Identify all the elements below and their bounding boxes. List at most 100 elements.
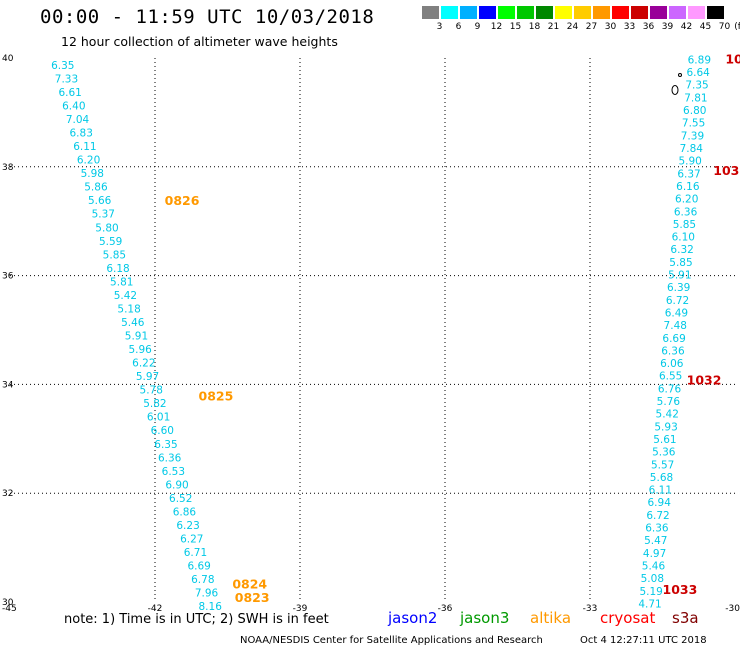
wave-height-value-east: 6.80 <box>683 105 706 117</box>
pass-time-label: 1032 <box>687 372 722 387</box>
colorbar-label: 39 <box>661 22 674 32</box>
units-note: note: 1) Time is in UTC; 2) SWH is in fe… <box>64 612 329 627</box>
colorbar-swatch <box>593 6 610 19</box>
colorbar-swatch <box>612 6 629 19</box>
wave-height-value-west: 5.85 <box>103 249 126 261</box>
wave-height-value-east: 6.64 <box>686 67 710 79</box>
pass-time-label: 0825 <box>199 389 234 404</box>
colorbar-label: 15 <box>509 22 522 32</box>
wave-height-value-west: 5.86 <box>84 182 108 194</box>
wave-height-value-west: 6.83 <box>70 128 93 140</box>
wave-height-value-west: 7.96 <box>195 588 219 600</box>
island-outline <box>671 85 679 95</box>
wave-height-value-east: 6.11 <box>649 485 672 497</box>
wave-height-value-west: 6.69 <box>187 561 210 573</box>
altimeter-tracks: 6.357.336.616.407.046.836.116.205.985.86… <box>51 54 711 613</box>
wave-height-value-west: 6.35 <box>51 60 74 72</box>
page-title: 00:00 - 11:59 UTC 10/03/2018 <box>40 6 375 28</box>
latitude-tick-label: 34 <box>2 380 14 390</box>
wave-height-value-east: 6.76 <box>658 383 682 395</box>
wave-height-value-west: 5.46 <box>121 317 145 329</box>
wave-height-value-east: 6.06 <box>660 358 684 370</box>
wave-height-value-east: 4.71 <box>638 598 661 610</box>
wave-height-value-west: 5.82 <box>143 398 166 410</box>
colorbar-unit: (ft) <box>734 22 740 32</box>
wave-height-value-east: 6.49 <box>665 307 688 319</box>
wave-height-value-east: 6.94 <box>648 497 672 509</box>
colorbar-label: 21 <box>547 22 560 32</box>
colorbar-label: 70 <box>718 22 731 32</box>
wave-height-value-west: 7.04 <box>66 114 90 126</box>
wave-height-value-west: 6.36 <box>158 452 182 464</box>
colorbar-label: 30 <box>604 22 617 32</box>
wave-height-value-west: 5.78 <box>140 385 163 397</box>
colorbar-label: 45 <box>699 22 712 32</box>
colorbar-label: 27 <box>585 22 598 32</box>
map-axis-labels: -45 -42 -39 -36 -33 -30 30 32 34 36 38 40 <box>2 54 740 614</box>
wave-height-value-west: 6.23 <box>176 520 199 532</box>
colorbar-swatch <box>517 6 534 19</box>
wave-height-value-east: 5.46 <box>642 560 666 572</box>
wave-height-value-west: 6.60 <box>151 425 174 437</box>
wave-height-value-east: 7.55 <box>682 118 705 130</box>
mission-s3a: s3a <box>672 609 699 627</box>
wave-height-value-east: 6.39 <box>667 282 690 294</box>
colorbar-label: 6 <box>455 22 462 32</box>
map-grid <box>10 58 735 602</box>
wave-height-value-east: 5.19 <box>639 586 662 598</box>
wave-height-value-west: 6.11 <box>73 141 96 153</box>
wave-height-value-west: 6.40 <box>62 100 85 112</box>
wave-height-value-west: 6.35 <box>154 439 177 451</box>
wave-height-value-west: 5.42 <box>114 290 137 302</box>
wave-height-value-west: 6.90 <box>165 479 188 491</box>
wave-height-value-west: 8.16 <box>199 601 223 613</box>
wave-height-value-west: 5.97 <box>136 371 159 383</box>
wave-height-value-east: 5.61 <box>653 434 676 446</box>
colorbar-label: 24 <box>566 22 579 32</box>
wave-height-value-west: 5.96 <box>128 344 152 356</box>
wave-height-value-east: 6.10 <box>672 232 695 244</box>
latitude-tick-label: 40 <box>2 54 14 64</box>
wave-height-value-west: 6.53 <box>162 466 185 478</box>
wave-height-value-west: 5.18 <box>117 303 140 315</box>
colorbar-label: 3 <box>436 22 443 32</box>
wave-height-value-east: 6.32 <box>670 244 693 256</box>
wave-height-value-west: 7.33 <box>55 73 78 85</box>
wave-height-value-east: 5.90 <box>678 156 701 168</box>
colorbar-swatch <box>555 6 572 19</box>
colorbar-label: 9 <box>474 22 481 32</box>
wave-height-value-west: 5.91 <box>125 331 148 343</box>
colorbar-label: 12 <box>490 22 503 32</box>
latitude-tick-label: 30 <box>2 598 14 608</box>
wave-height-value-west: 6.61 <box>58 87 81 99</box>
colorbar-swatch <box>460 6 477 19</box>
colorbar-swatch <box>498 6 515 19</box>
wave-height-value-east: 5.76 <box>657 396 681 408</box>
latitude-tick-label: 36 <box>2 272 14 282</box>
footer-timestamp: Oct 4 12:27:11 UTC 2018 <box>580 635 707 646</box>
wave-height-value-east: 5.47 <box>644 535 667 547</box>
wave-height-value-east: 6.20 <box>675 194 698 206</box>
wave-height-value-east: 6.36 <box>645 523 669 535</box>
pass-time-label: 10 <box>725 51 740 66</box>
pass-time-label: 0823 <box>235 590 270 605</box>
colorbar-swatch <box>422 6 439 19</box>
wave-height-value-west: 5.66 <box>88 195 112 207</box>
colorbar-swatch <box>631 6 648 19</box>
wave-height-value-west: 5.37 <box>92 209 115 221</box>
colorbar-swatch <box>669 6 686 19</box>
wave-height-value-east: 5.57 <box>651 459 674 471</box>
footer-source: NOAA/NESDIS Center for Satellite Applica… <box>240 635 543 646</box>
longitude-tick-label: -42 <box>148 604 163 614</box>
wave-height-value-east: 5.08 <box>641 573 664 585</box>
pass-time-label: 1033 <box>663 582 698 597</box>
pass-time-label: 103 <box>713 163 739 178</box>
wave-height-value-east: 6.89 <box>688 54 711 66</box>
colorbar-swatch <box>441 6 458 19</box>
wave-height-value-east: 6.36 <box>661 345 685 357</box>
wave-height-value-east: 5.42 <box>656 409 679 421</box>
wave-height-value-west: 6.86 <box>173 506 197 518</box>
wave-height-value-west: 5.81 <box>110 276 133 288</box>
wave-height-value-west: 6.52 <box>169 493 192 505</box>
